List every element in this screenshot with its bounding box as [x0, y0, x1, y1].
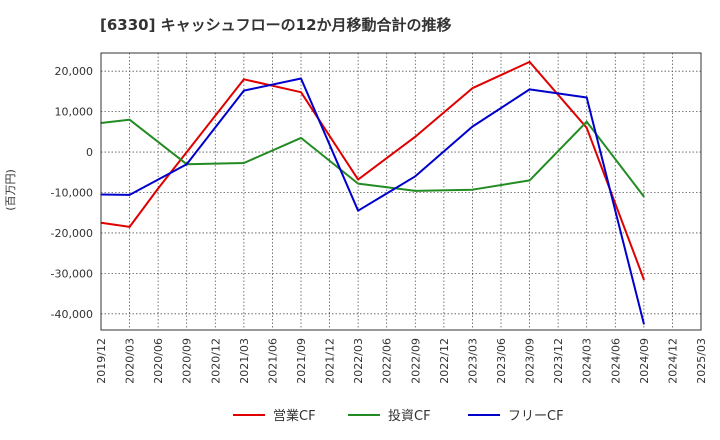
data-point [243, 162, 245, 164]
data-point [528, 179, 531, 182]
x-tick-label: 2022/06 [381, 338, 394, 384]
y-tick-label: -10,000 [51, 187, 93, 200]
data-point [357, 209, 359, 212]
legend-item: 投資CF [348, 408, 431, 424]
y-axis-label: (百万円) [4, 169, 17, 211]
data-point [128, 118, 131, 121]
data-point [414, 190, 417, 192]
x-tick-label: 2025/03 [695, 338, 708, 384]
data-point [300, 77, 302, 80]
x-tick-label: 2023/09 [524, 338, 537, 384]
data-point [414, 135, 417, 138]
x-tick-label: 2021/12 [324, 338, 337, 384]
data-point [300, 137, 302, 139]
x-tick-label: 2022/03 [352, 338, 365, 384]
data-point [643, 195, 645, 198]
data-point [471, 188, 474, 191]
data-point [128, 194, 131, 196]
data-point [528, 88, 531, 91]
data-point [357, 182, 359, 185]
y-tick-label: 20,000 [55, 65, 94, 78]
data-point [243, 78, 245, 81]
data-point [357, 178, 359, 181]
x-tick-label: 2020/03 [124, 338, 137, 384]
data-point [585, 127, 588, 129]
legend-label: フリーCF [508, 409, 564, 424]
x-tick-label: 2023/06 [495, 338, 508, 384]
data-point [157, 187, 159, 190]
data-point [643, 323, 645, 325]
x-tick-label: 2023/03 [466, 338, 479, 384]
legend-item: フリーCF [468, 409, 564, 424]
x-tick-label: 2024/03 [581, 338, 594, 384]
data-point [585, 96, 588, 99]
data-point [585, 120, 588, 123]
data-point [128, 226, 131, 228]
series-line-営業CF [100, 60, 645, 280]
y-tick-label: 0 [86, 146, 93, 159]
x-tick-label: 2024/09 [638, 338, 651, 384]
x-tick-label: 2022/09 [409, 338, 422, 384]
data-point [185, 151, 188, 153]
series-line-フリーCF [100, 77, 645, 325]
x-tick-label: 2023/12 [552, 338, 565, 384]
data-point [528, 61, 531, 63]
x-tick-label: 2021/06 [266, 338, 279, 384]
x-tick-label: 2020/06 [152, 338, 165, 384]
x-tick-label: 2022/12 [438, 338, 451, 384]
legend-label: 投資CF [388, 408, 431, 424]
legend-item: 営業CF [233, 408, 316, 424]
x-tick-label: 2021/09 [295, 338, 308, 384]
x-tick-label: 2024/06 [609, 338, 622, 384]
data-point [643, 278, 645, 281]
x-tick-label: 2019/12 [95, 338, 108, 384]
x-tick-label: 2024/12 [666, 338, 679, 384]
chart-title: [6330] キャッシュフローの12か月移動合計の推移 [100, 16, 452, 34]
data-point [185, 163, 188, 166]
x-tick-label: 2021/03 [238, 338, 251, 384]
y-tick-label: -40,000 [51, 308, 93, 321]
y-tick-label: -30,000 [51, 267, 93, 280]
data-point [471, 87, 474, 89]
data-point [414, 175, 417, 178]
data-point [300, 91, 302, 94]
x-tick-label: 2020/12 [209, 338, 222, 384]
data-point [471, 125, 474, 128]
x-tick-label: 2020/09 [181, 338, 194, 384]
data-point [243, 89, 245, 92]
legend-label: 営業CF [273, 408, 316, 424]
y-tick-label: -20,000 [51, 227, 93, 240]
plot-frame [100, 52, 702, 331]
y-tick-label: 10,000 [55, 106, 94, 119]
